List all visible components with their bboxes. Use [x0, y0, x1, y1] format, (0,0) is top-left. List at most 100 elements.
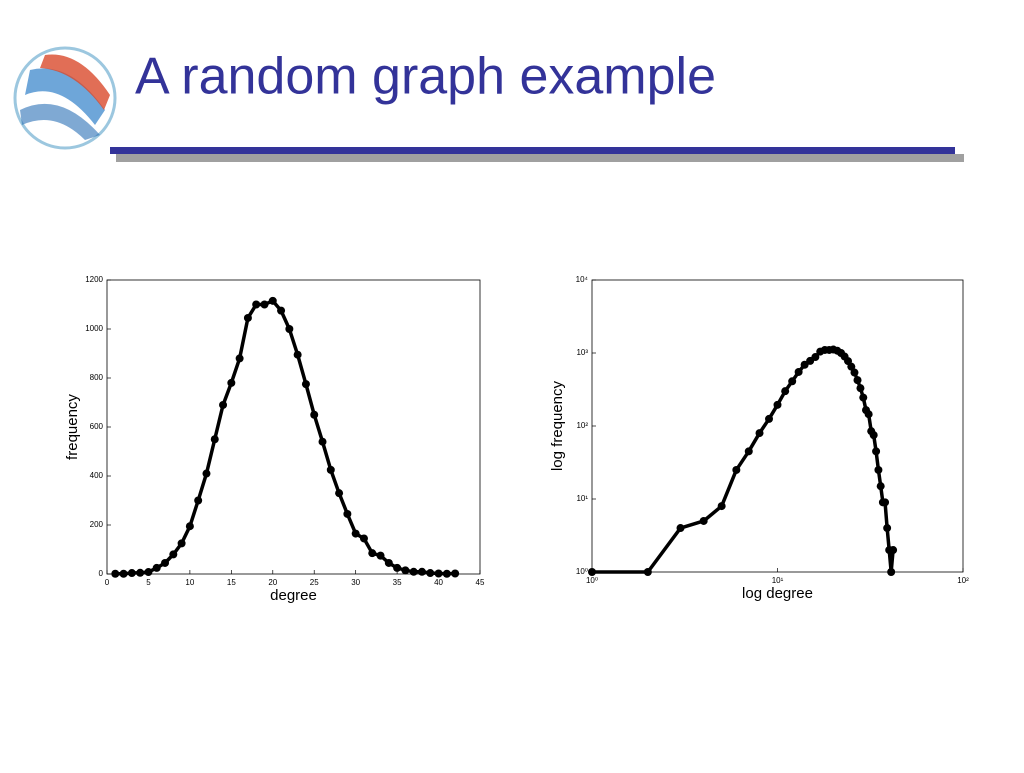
data-point — [335, 489, 344, 498]
data-point — [788, 377, 797, 386]
chart: 10⁰ 10¹ 10² 10⁰ 10¹ 10² 10³ 10⁴ log degree log fr… — [549, 275, 969, 602]
data-point — [864, 410, 873, 419]
data-point — [301, 380, 310, 389]
x-axis-label: log degree — [742, 585, 813, 602]
x-axis-label: degree — [270, 587, 317, 604]
data-point — [177, 539, 186, 548]
data-point — [588, 568, 596, 576]
y-tick-label: 800 — [90, 373, 104, 382]
y-tick-label: 0 — [99, 569, 104, 578]
data-point — [800, 360, 809, 369]
data-point — [376, 551, 385, 560]
x-tick-label: 10² — [957, 576, 969, 585]
data-point — [876, 482, 885, 491]
slide-title: A random graph example — [135, 48, 716, 106]
data-point — [643, 568, 652, 576]
data-point — [869, 431, 878, 440]
data-point — [111, 569, 120, 578]
data-point — [144, 568, 153, 577]
data-point — [874, 465, 883, 474]
data-point — [781, 387, 790, 396]
x-tick-label: 45 — [476, 578, 485, 587]
data-point — [881, 498, 890, 507]
x-tick-label: 30 — [351, 578, 360, 587]
data-point — [417, 567, 426, 576]
x-tick-label: 15 — [227, 578, 236, 587]
x-tick-label: 35 — [393, 578, 402, 587]
data-point — [310, 410, 319, 419]
data-point — [152, 563, 161, 572]
data-point — [326, 465, 335, 474]
data-point — [676, 524, 685, 533]
data-point — [699, 516, 708, 525]
x-tick-label: 10 — [185, 578, 194, 587]
x-tick-label: 10⁰ — [586, 576, 598, 585]
data-point — [359, 534, 368, 543]
data-point — [744, 447, 753, 456]
data-point — [409, 567, 418, 576]
data-point — [732, 465, 741, 474]
data-point — [343, 509, 352, 518]
data-point — [194, 496, 203, 505]
data-line — [592, 347, 895, 574]
data-point — [293, 350, 302, 359]
data-point — [765, 414, 774, 423]
data-point — [883, 524, 892, 533]
x-tick-label: 40 — [434, 578, 443, 587]
data-point — [169, 550, 178, 559]
data-point — [368, 549, 377, 558]
data-point — [847, 362, 856, 371]
title-underline-shadow — [116, 154, 964, 162]
data-point — [434, 569, 443, 578]
data-point — [351, 529, 360, 538]
data-point — [889, 546, 898, 555]
data-point — [227, 378, 236, 387]
data-line — [115, 299, 456, 576]
data-point — [235, 354, 244, 363]
data-point — [243, 313, 252, 322]
data-point — [451, 569, 460, 578]
title-underline — [110, 147, 955, 154]
data-point — [717, 502, 726, 511]
x-tick-label: 25 — [310, 578, 319, 587]
data-point — [755, 429, 764, 438]
data-point — [119, 569, 128, 578]
data-point — [136, 568, 145, 577]
data-point — [850, 368, 859, 377]
data-point — [318, 437, 327, 446]
y-axis-label: log frequency — [549, 380, 566, 471]
plot-frame — [591, 279, 964, 573]
chart: 0 5 10 15 20 25 30 35 40 45 0 200 400 600 800 1000 1200 d… — [64, 275, 485, 604]
y-tick-label: 10³ — [576, 348, 588, 357]
data-point — [210, 435, 219, 444]
y-tick-label: 600 — [90, 422, 104, 431]
data-point — [161, 558, 170, 567]
x-tick-label: 0 — [105, 578, 110, 587]
data-point — [856, 384, 865, 393]
data-point — [202, 469, 211, 478]
data-point — [426, 569, 435, 578]
data-point — [401, 566, 410, 575]
data-point — [872, 447, 881, 456]
data-point — [853, 376, 862, 385]
data-point — [794, 367, 803, 376]
plot-frame — [106, 279, 481, 575]
y-tick-label: 1200 — [85, 275, 103, 284]
y-axis-label: frequency — [64, 394, 81, 460]
data-point — [127, 569, 136, 578]
data-point — [185, 522, 194, 531]
logo — [13, 46, 117, 150]
y-tick-label: 10² — [576, 421, 588, 430]
y-tick-label: 400 — [90, 471, 104, 480]
data-point — [252, 300, 261, 309]
data-point — [277, 306, 286, 315]
data-point — [442, 569, 451, 578]
x-tick-label: 20 — [268, 578, 277, 587]
data-point — [773, 400, 782, 409]
y-tick-label: 200 — [90, 520, 104, 529]
x-tick-label: 5 — [146, 578, 151, 587]
data-point — [268, 296, 277, 305]
y-tick-label: 10⁰ — [576, 567, 588, 576]
data-point — [260, 300, 269, 309]
